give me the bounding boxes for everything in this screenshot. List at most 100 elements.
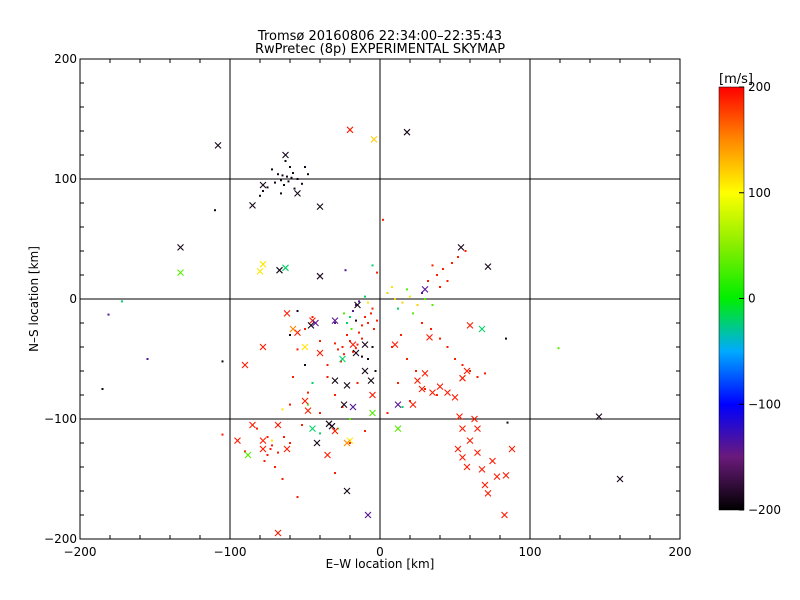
dot-marker: [364, 430, 366, 432]
dot-marker: [311, 316, 314, 318]
dot-marker: [304, 166, 306, 168]
dot-marker: [446, 346, 449, 348]
dot-marker: [506, 421, 509, 424]
cross-marker: [331, 377, 339, 384]
cross-marker: [471, 415, 478, 423]
dot-marker: [326, 364, 329, 366]
dot-marker: [431, 264, 434, 267]
cross-marker: [403, 128, 411, 136]
colorbar-tick-label: −200: [748, 503, 781, 517]
cross-marker: [463, 463, 471, 471]
dot-marker: [101, 388, 104, 390]
dot-marker: [244, 450, 246, 453]
cross-marker: [394, 401, 402, 408]
cross-marker: [313, 439, 321, 447]
dot-marker: [292, 376, 294, 378]
cross-marker: [367, 377, 375, 384]
axis-tick-labels: −200 −100 0 100 200 −200 −100 0 100 200: [44, 52, 691, 559]
dot-marker: [370, 312, 372, 315]
y-axis-label: N–S location [km]: [27, 246, 41, 352]
grid-lines: [80, 59, 680, 539]
cross-marker: [309, 425, 316, 432]
cross-marker: [316, 272, 324, 280]
dot-marker: [431, 304, 434, 306]
dot-marker: [367, 358, 369, 360]
cross-marker: [328, 422, 336, 430]
dot-marker: [406, 288, 408, 291]
cross-marker: [466, 437, 474, 444]
cross-marker: [259, 445, 267, 453]
cross-marker: [459, 425, 466, 432]
dot-marker: [397, 382, 399, 384]
dot-marker: [296, 178, 299, 180]
dot-marker: [361, 355, 363, 358]
dot-marker: [415, 370, 417, 372]
dot-marker: [289, 403, 291, 406]
dot-marker: [386, 292, 389, 294]
cross-marker: [343, 439, 351, 447]
cross-marker: [316, 349, 324, 357]
cross-marker: [274, 529, 282, 537]
dot-marker: [397, 307, 399, 310]
x-tick-label: 200: [669, 545, 692, 559]
dot-marker: [289, 442, 291, 444]
dot-marker: [274, 466, 276, 468]
dot-marker: [334, 342, 336, 345]
cross-marker: [502, 472, 510, 479]
dot-marker: [334, 394, 336, 396]
dot-marker: [358, 300, 360, 303]
dot-marker: [293, 187, 296, 190]
dot-marker: [401, 406, 404, 408]
cross-marker: [259, 343, 267, 351]
dot-marker: [358, 331, 360, 334]
cross-marker: [259, 437, 267, 444]
x-tick-label: −100: [214, 545, 247, 559]
cross-marker: [508, 445, 516, 453]
dot-marker: [296, 496, 299, 498]
dot-marker: [296, 348, 299, 351]
cross-marker: [282, 264, 289, 272]
cross-marker: [324, 451, 331, 459]
dot-marker: [355, 347, 357, 350]
dot-marker: [400, 334, 402, 336]
y-tick-label: 100: [54, 172, 77, 186]
dot-marker: [427, 280, 429, 282]
dot-marker: [266, 436, 269, 438]
dot-marker: [274, 181, 276, 184]
cross-marker: [474, 425, 481, 432]
dot-marker: [409, 400, 411, 402]
dot-marker: [464, 250, 467, 252]
dot-marker: [457, 256, 459, 258]
dot-marker: [349, 442, 351, 444]
dot-marker: [287, 180, 290, 183]
cross-marker: [244, 451, 252, 459]
dot-marker: [406, 358, 408, 360]
dot-marker: [319, 340, 321, 342]
chart-title: Tromsø 20160806 22:34:00–22:35:43: [257, 29, 502, 44]
cross-marker: [249, 202, 256, 209]
dot-marker: [346, 334, 348, 336]
cross-marker: [339, 355, 346, 363]
dot-marker: [262, 190, 264, 192]
colorbar-label: [m/s]: [719, 72, 753, 87]
dot-marker: [367, 301, 369, 304]
cross-marker: [394, 425, 402, 432]
dot-marker: [341, 406, 344, 408]
dot-marker: [289, 166, 291, 168]
y-tick-label: −200: [44, 532, 77, 546]
cross-marker: [369, 391, 376, 399]
dot-marker: [367, 322, 369, 324]
dot-marker: [446, 280, 449, 282]
dot-marker: [352, 350, 354, 353]
dot-marker: [343, 312, 345, 315]
dot-marker: [334, 322, 336, 324]
dot-marker: [349, 340, 351, 342]
dot-marker: [557, 347, 560, 350]
dot-marker: [304, 328, 306, 330]
cross-marker: [418, 385, 426, 393]
dot-marker: [281, 478, 284, 480]
dot-marker: [371, 307, 374, 310]
dot-marker: [296, 310, 299, 312]
dot-marker: [412, 312, 414, 315]
